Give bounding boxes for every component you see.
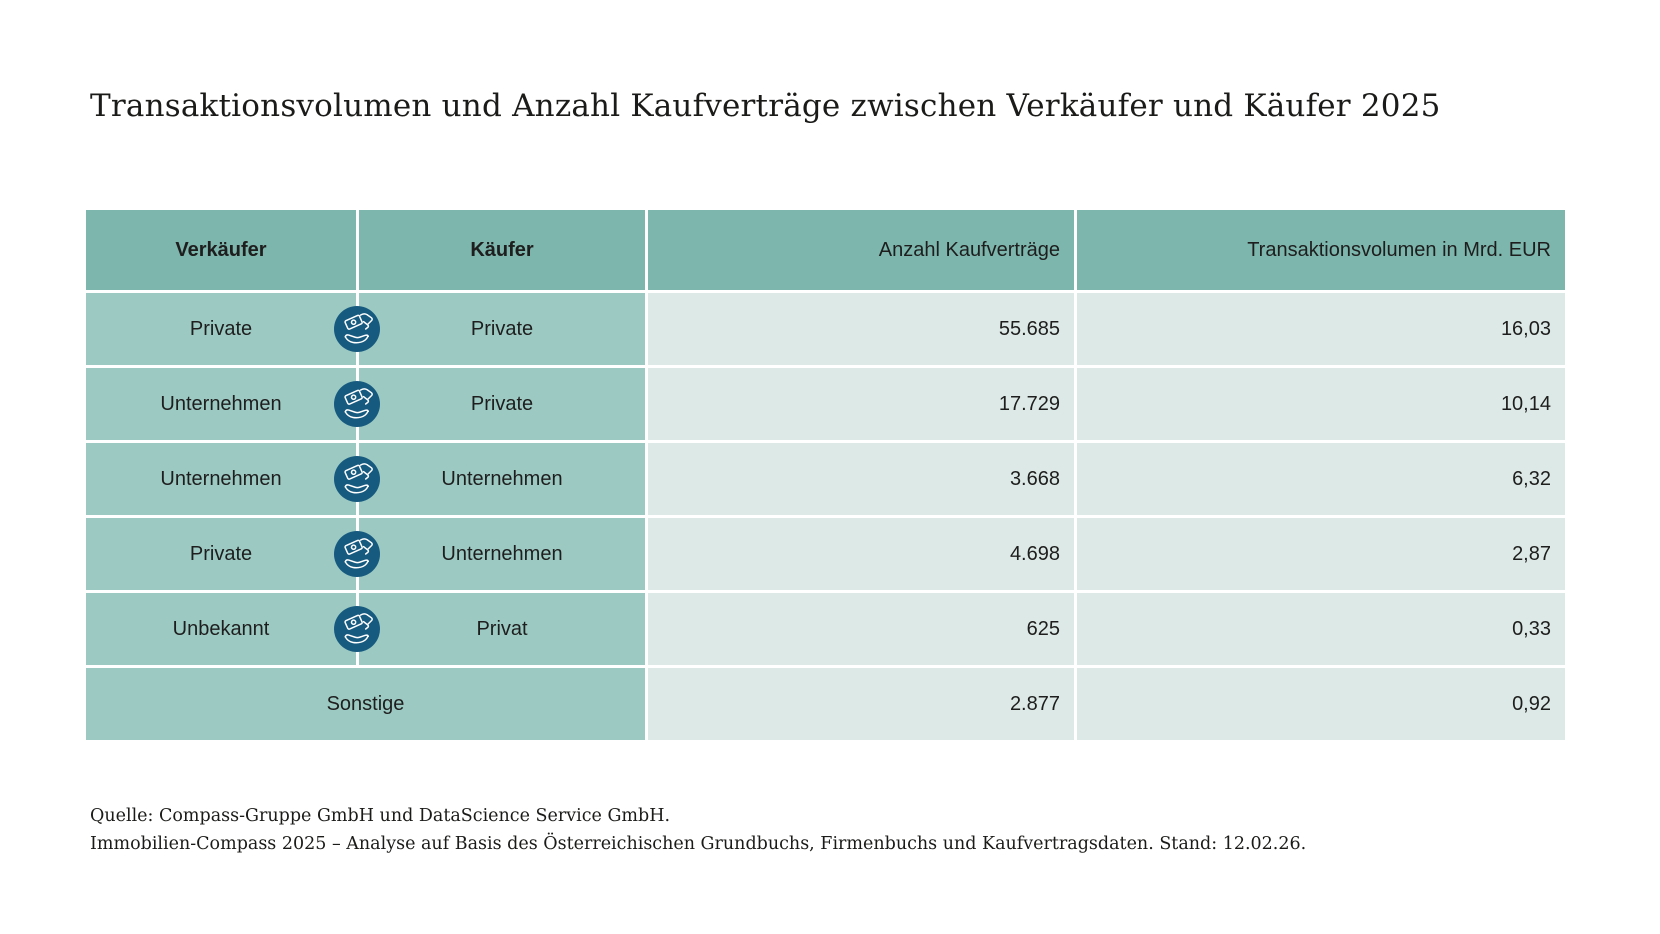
contracts-cell: 625 [648,593,1074,665]
source-note: Quelle: Compass-Gruppe GmbH und DataScie… [90,802,1306,858]
table-row-sonstige: Sonstige 2.877 0,92 [86,668,1565,740]
contracts-cell: 17.729 [648,368,1074,440]
seller-cell: Unternehmen [86,368,356,440]
header-volume: Transaktionsvolumen in Mrd. EUR [1077,210,1565,290]
buyer-cell: Privat [359,593,645,665]
source-line-1: Quelle: Compass-Gruppe GmbH und DataScie… [90,806,671,826]
buyer-cell: Private [359,368,645,440]
contracts-cell: 2.877 [648,668,1074,740]
buyer-cell: Private [359,293,645,365]
contracts-cell: 3.668 [648,443,1074,515]
buyer-cell: Unternehmen [359,443,645,515]
seller-cell: Private [86,293,356,365]
header-contracts: Anzahl Kaufverträge [648,210,1074,290]
volume-cell: 16,03 [1077,293,1565,365]
seller-cell: Unbekannt [86,593,356,665]
hands-exchange-money-icon [334,381,380,427]
hands-exchange-money-icon [334,306,380,352]
volume-cell: 10,14 [1077,368,1565,440]
volume-cell: 2,87 [1077,518,1565,590]
contracts-cell: 55.685 [648,293,1074,365]
hands-exchange-money-icon [334,456,380,502]
page-title: Transaktionsvolumen und Anzahl Kaufvertr… [90,88,1441,124]
volume-cell: 0,92 [1077,668,1565,740]
buyer-cell: Unternehmen [359,518,645,590]
source-line-2: Immobilien-Compass 2025 – Analyse auf Ba… [90,834,1307,854]
table-row: Private Unternehmen 4.698 2,87 [86,518,1565,590]
contracts-cell: 4.698 [648,518,1074,590]
merged-seller-buyer-cell: Sonstige [86,668,645,740]
table-row: Unternehmen Private 17.729 10,14 [86,368,1565,440]
transactions-table: Verkäufer Käufer Anzahl Kaufverträge Tra… [86,210,1565,740]
volume-cell: 0,33 [1077,593,1565,665]
header-buyer: Käufer [359,210,645,290]
volume-cell: 6,32 [1077,443,1565,515]
seller-cell: Unternehmen [86,443,356,515]
table-row: Unbekannt Privat 625 0,33 [86,593,1565,665]
header-seller: Verkäufer [86,210,356,290]
hands-exchange-money-icon [334,531,380,577]
hands-exchange-money-icon [334,606,380,652]
seller-cell: Private [86,518,356,590]
table-row: Private Private 55.685 16,03 [86,293,1565,365]
table-header-row: Verkäufer Käufer Anzahl Kaufverträge Tra… [86,210,1565,290]
table-row: Unternehmen Unternehmen 3.668 6,32 [86,443,1565,515]
